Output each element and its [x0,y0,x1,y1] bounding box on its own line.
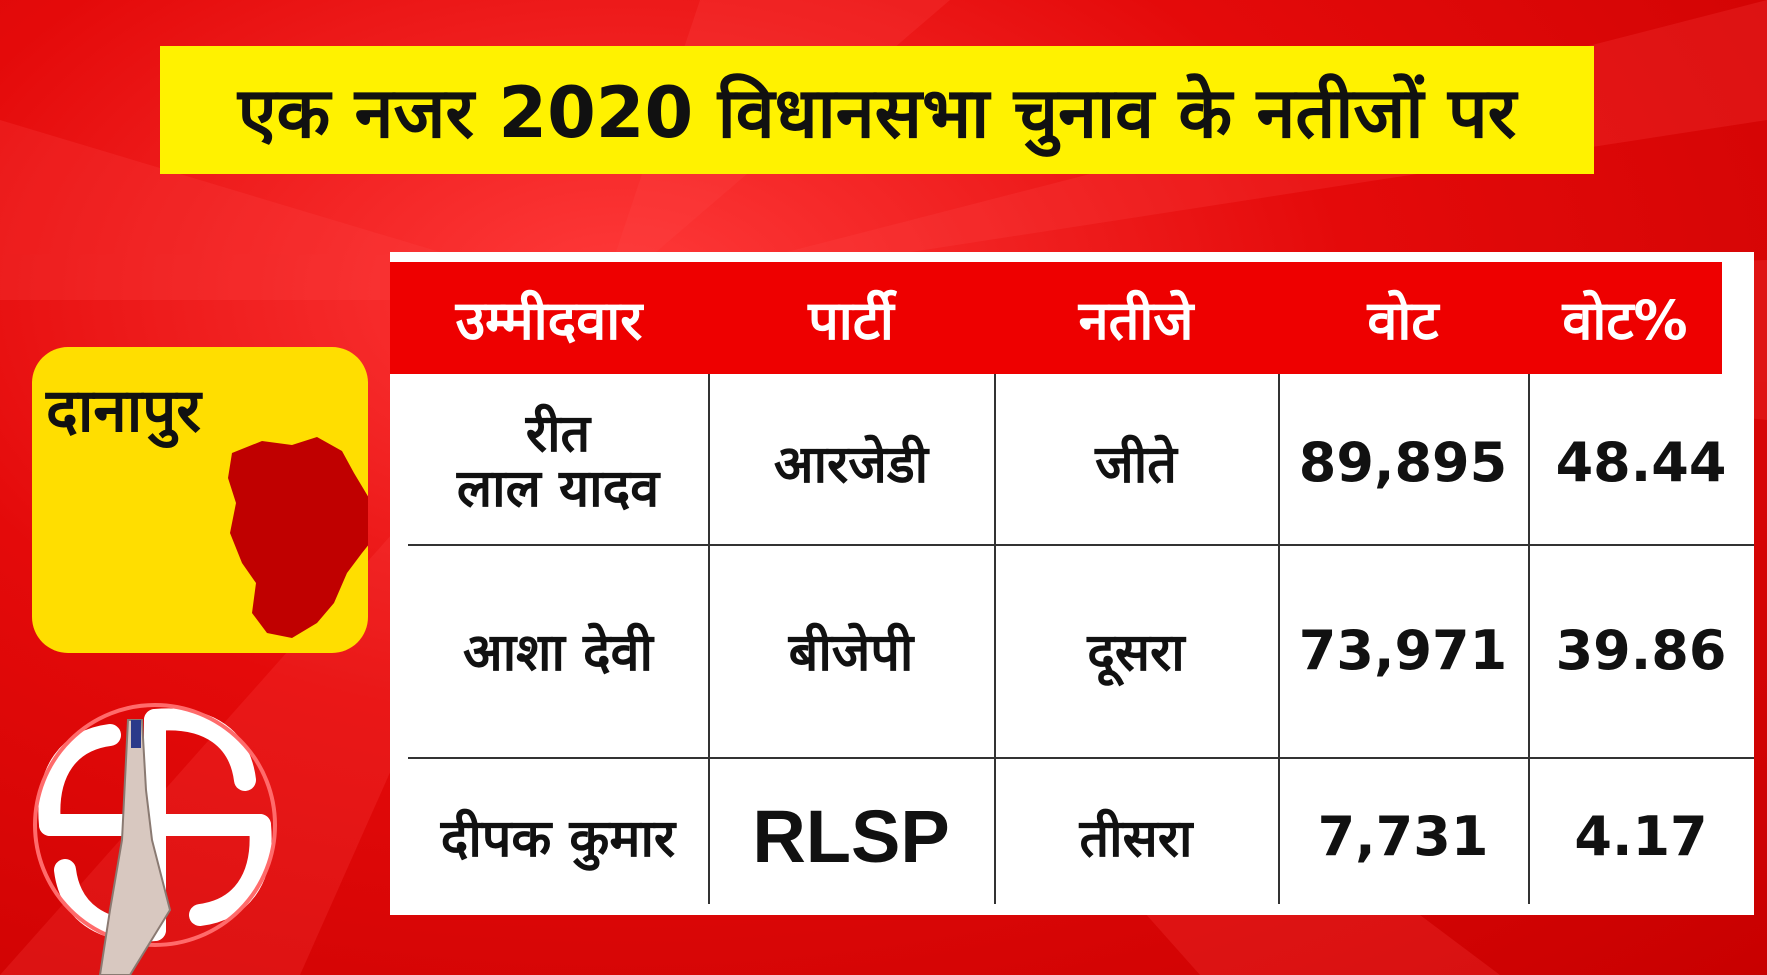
column-divider [994,374,996,904]
table-row: रीत लाल यादव आरजेडी जीते 89,895 48.44 [408,380,1754,544]
header-result: नतीजे [1078,289,1194,352]
table-row: आशा देवी बीजेपी दूसरा 73,971 39.86 [408,544,1754,757]
column-divider [1528,374,1530,904]
candidate-name-line2: लाल यादव [456,459,660,519]
candidate-cell: रीत लाल यादव [408,380,708,544]
header-vote-pct: वोट% [1562,289,1688,352]
header-votes: वोट [1367,289,1439,352]
party-cell: बीजेपी [788,623,914,683]
column-divider [1278,374,1280,904]
header-candidate: उम्मीदवार [455,289,643,352]
votes-cell: 73,971 [1298,619,1508,682]
header-party: पार्टी [808,289,894,352]
table-header: उम्मीदवार पार्टी नतीजे वोट वोट% [390,262,1722,374]
votes-cell: 89,895 [1298,430,1508,494]
row-divider [408,544,1754,546]
election-symbol-icon [33,703,277,975]
vote-pct-cell: 39.86 [1555,619,1727,682]
result-cell: दूसरा [1087,623,1185,683]
party-cell: आरजेडी [773,434,929,495]
constituency-name: दानापुर [46,376,201,446]
table-row: दीपक कुमार RLSP तीसरा 7,731 4.17 [408,757,1754,915]
result-cell: तीसरा [1079,808,1193,869]
constituency-map-icon [228,437,368,638]
results-table: उम्मीदवार पार्टी नतीजे वोट वोट% रीत लाल … [390,252,1754,915]
candidate-cell: आशा देवी [462,623,654,683]
candidate-name-line1: रीत [525,404,591,465]
row-divider [408,757,1754,759]
page-title: एक नजर 2020 विधानसभा चुनाव के नतीजों पर [237,72,1517,154]
title-bar: एक नजर 2020 विधानसभा चुनाव के नतीजों पर [160,46,1594,174]
column-divider [708,374,710,904]
vote-pct-cell: 4.17 [1574,804,1708,868]
votes-cell: 7,731 [1317,804,1489,868]
result-cell: जीते [1095,434,1177,495]
vote-pct-cell: 48.44 [1555,430,1727,494]
constituency-badge: दानापुर [32,347,368,653]
party-cell: RLSP [752,794,950,878]
candidate-cell: दीपक कुमार [440,808,676,869]
